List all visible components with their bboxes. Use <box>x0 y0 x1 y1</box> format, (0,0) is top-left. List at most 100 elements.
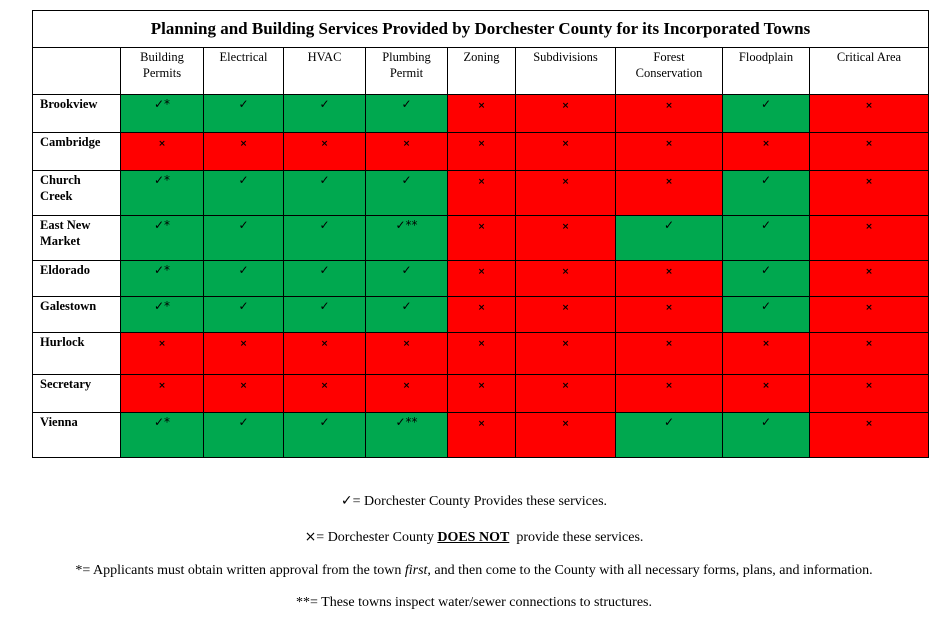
column-header-line2: Conservation <box>635 66 703 80</box>
service-cell: × <box>365 132 448 171</box>
service-cell: ✓* <box>120 94 204 133</box>
service-cell: ✓ <box>365 296 448 333</box>
x-mark-icon: × <box>865 177 873 187</box>
checkmark-icon: ✓ <box>238 218 249 232</box>
service-cell: ✓ <box>203 260 284 297</box>
service-cell: × <box>615 296 723 333</box>
column-header-line1: Zoning <box>463 50 500 64</box>
service-cell: × <box>615 374 723 413</box>
town-name-line1: Secretary <box>40 377 92 391</box>
service-cell: × <box>120 332 204 375</box>
column-header-line2: Permit <box>389 66 424 80</box>
service-cell: × <box>615 332 723 375</box>
column-header: Zoning <box>447 47 516 95</box>
service-cell: ✓** <box>365 412 448 458</box>
service-cell: ✓ <box>203 170 284 216</box>
service-cell: × <box>809 412 929 458</box>
town-name-line1: Hurlock <box>40 335 85 349</box>
service-cell: × <box>615 170 723 216</box>
town-name: Galestown <box>32 296 121 333</box>
legend-star-first: first <box>404 563 428 578</box>
town-name: Brookview <box>32 94 121 133</box>
service-cell: × <box>283 332 366 375</box>
service-cell: × <box>515 132 616 171</box>
service-cell: × <box>203 332 284 375</box>
x-mark-icon: × <box>561 177 570 187</box>
x-mark-icon: × <box>665 101 673 111</box>
service-cell: ✓ <box>722 94 810 133</box>
service-cell: ✓* <box>120 215 204 261</box>
service-cell: × <box>615 132 723 171</box>
table-row: Brookview ✓* ✓ ✓ ✓ × × × ✓ × <box>32 94 929 133</box>
x-mark-icon: × <box>665 177 673 187</box>
x-mark-icon: × <box>158 139 166 149</box>
column-header-line1: Critical Area <box>836 50 902 64</box>
table-title: Planning and Building Services Provided … <box>32 10 929 48</box>
x-mark-icon: × <box>561 139 570 149</box>
x-mark-icon: × <box>402 339 411 349</box>
service-cell: × <box>515 215 616 261</box>
x-mark-icon: × <box>762 381 770 391</box>
x-mark-icon: × <box>762 339 770 349</box>
checkmark-icon: ✓ <box>401 173 412 187</box>
column-header: Floodplain <box>722 47 810 95</box>
service-cell: × <box>365 374 448 413</box>
service-cell: ✓ <box>615 412 723 458</box>
x-mark-icon: × <box>561 222 570 232</box>
service-cell: × <box>283 132 366 171</box>
x-mark-icon: × <box>477 303 486 313</box>
service-cell: × <box>447 296 516 333</box>
checkmark-icon: ✓ <box>401 97 412 111</box>
column-header-line1: Floodplain <box>738 50 794 64</box>
service-cell: ✓ <box>203 94 284 133</box>
x-mark-icon: × <box>477 101 486 111</box>
town-name: Cambridge <box>32 132 121 171</box>
checkmark-icon: ✓ <box>238 97 249 111</box>
checkmark-icon: ✓* <box>153 173 171 187</box>
x-mark-icon: × <box>561 381 570 391</box>
x-mark-icon: × <box>665 303 673 313</box>
town-name-line1: Cambridge <box>40 135 101 149</box>
x-mark-icon: × <box>762 139 770 149</box>
service-cell: ✓ <box>365 94 448 133</box>
checkmark-icon: ✓** <box>395 218 418 232</box>
service-cell: × <box>515 374 616 413</box>
checkmark-icon: ✓ <box>238 173 249 187</box>
checkmark-icon: ✓* <box>153 299 171 313</box>
service-cell: × <box>447 170 516 216</box>
x-mark-icon: × <box>477 419 486 429</box>
x-mark-icon: × <box>865 419 873 429</box>
service-cell: ✓* <box>120 260 204 297</box>
town-name-line2: Market <box>40 234 81 248</box>
service-cell: ✓ <box>203 296 284 333</box>
checkmark-icon: ✓ <box>319 97 330 111</box>
service-cell: × <box>722 332 810 375</box>
checkmark-icon: ✓ <box>340 493 353 509</box>
service-cell: × <box>447 332 516 375</box>
service-cell: × <box>447 94 516 133</box>
service-cell: ✓** <box>365 215 448 261</box>
service-cell: × <box>809 170 929 216</box>
service-cell: × <box>515 296 616 333</box>
service-cell: ✓ <box>283 94 366 133</box>
service-cell: × <box>809 296 929 333</box>
legend-double-star: **= These towns inspect water/sewer conn… <box>0 595 948 611</box>
service-cell: × <box>120 132 204 171</box>
x-mark-icon: × <box>477 177 486 187</box>
service-cell: × <box>447 412 516 458</box>
x-mark-icon: × <box>477 267 486 277</box>
legend-double-star-text: **= These towns inspect water/sewer conn… <box>296 595 652 610</box>
x-mark-icon: × <box>320 139 329 149</box>
checkmark-icon: ✓ <box>319 299 330 313</box>
x-mark-icon: × <box>239 381 248 391</box>
service-cell: × <box>722 132 810 171</box>
service-cell: ✓* <box>120 412 204 458</box>
checkmark-icon: ✓ <box>401 299 412 313</box>
x-mark-icon: × <box>158 339 166 349</box>
x-mark-icon: × <box>665 339 673 349</box>
x-mark-icon: × <box>477 339 486 349</box>
town-name: Vienna <box>32 412 121 458</box>
column-header: Plumbing Permit <box>365 47 448 95</box>
service-cell: ✓ <box>283 260 366 297</box>
service-cell: ✓ <box>283 170 366 216</box>
